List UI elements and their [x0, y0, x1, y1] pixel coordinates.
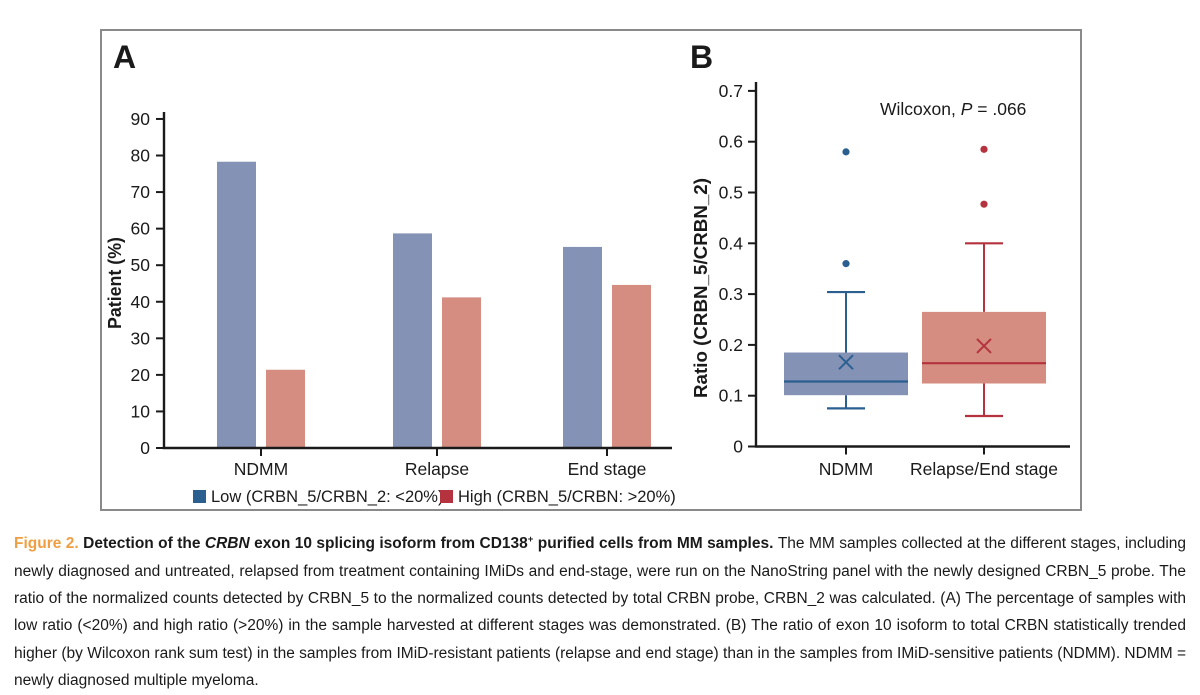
caption-segment: Figure 2.: [14, 535, 84, 553]
panel-a-ytick-label: 0: [140, 438, 150, 458]
bar-high-1: [442, 297, 481, 448]
charts-svg: A B 0 10 20 30 40 50 60 70 80 90 NDMM Relapse End stag…: [105, 39, 1070, 506]
caption-segment: purified cells from MM samples.: [533, 535, 778, 553]
panel-a-ytick-label: 30: [131, 328, 151, 348]
panel-b-ytick-label: 0: [733, 437, 743, 457]
caption-segment: Detection of the: [83, 535, 205, 553]
panel-b-category-label: NDMM: [819, 459, 873, 479]
caption-segment: The MM samples collected at the differen…: [14, 535, 1187, 690]
panel-a-category-label: NDMM: [234, 459, 288, 479]
panel-b-label: B: [690, 39, 713, 75]
caption-segment: CRBN: [204, 535, 250, 553]
panel-a-ytick-label: 40: [131, 292, 151, 312]
legend-label-low: Low (CRBN_5/CRBN_2: <20%): [211, 488, 443, 506]
legend-swatch-high: [440, 490, 453, 503]
panel-b-ytick-label: 0.1: [719, 386, 743, 406]
legend-swatch-low: [193, 490, 206, 503]
outlier-dot-0-1: [842, 148, 850, 156]
panel-b-ytick-label: 0.7: [719, 81, 743, 101]
panel-a-ytick-label: 10: [131, 401, 151, 421]
panel-a-ytick-label: 70: [131, 182, 151, 202]
panel-a-ytick-label: 90: [131, 109, 151, 129]
bar-low-2: [563, 246, 602, 448]
panel-a-ytick-label: 80: [131, 146, 151, 166]
panel-a-ytick-label: 60: [131, 219, 151, 239]
outlier-dot-1-0: [980, 200, 988, 208]
box-1: [922, 311, 1046, 384]
panel-a-category-label: Relapse: [405, 459, 469, 479]
box-0: [784, 352, 908, 396]
figure-caption: Figure 2. Detection of the CRBN exon 10 …: [14, 526, 1186, 695]
mean-x-marker-1: [976, 338, 992, 354]
legend-label-high: High (CRBN_5/CRBN: >20%): [458, 488, 676, 506]
bar-low-1: [393, 233, 432, 448]
panel-a-y-axis-title: Patient (%): [105, 237, 125, 329]
outlier-dot-0-0: [842, 260, 850, 268]
panel-a-label: A: [113, 39, 136, 75]
panel-b-ytick-label: 0.4: [719, 233, 744, 253]
panel-b-y-axis-title: Ratio (CRBN_5/CRBN_2): [691, 178, 711, 398]
panel-b-ytick-label: 0.6: [719, 132, 743, 152]
panel-b-ytick-label: 0.5: [719, 183, 743, 203]
panel-a-ytick-label: 20: [131, 365, 151, 385]
outlier-dot-1-1: [980, 145, 988, 153]
wilcoxon-annotation: Wilcoxon, P = .066: [880, 99, 1026, 119]
panel-b-category-label: Relapse/End stage: [910, 459, 1058, 479]
panel-a-ytick-label: 50: [131, 255, 151, 275]
bar-high-2: [612, 284, 651, 448]
bar-low-0: [217, 161, 256, 448]
mean-x-marker-0: [838, 354, 854, 370]
panel-a-category-label: End stage: [568, 459, 647, 479]
caption-segment: exon 10 splicing isoform from CD138: [249, 535, 528, 553]
caption-segment: +: [527, 534, 534, 545]
panel-b-ytick-label: 0.3: [719, 284, 743, 304]
panel-b-ytick-label: 0.2: [719, 335, 743, 355]
bar-high-0: [266, 369, 305, 448]
